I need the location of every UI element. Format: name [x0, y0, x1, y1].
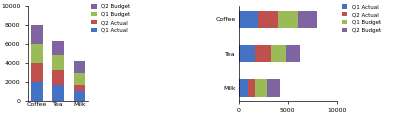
Bar [74, 91, 85, 101]
Bar [298, 11, 317, 28]
Bar [239, 11, 258, 28]
Legend: Q1 Actual, Q2 Actual, Q1 Budget, Q2 Budget: Q1 Actual, Q2 Actual, Q1 Budget, Q2 Budg… [342, 4, 381, 33]
Bar [239, 79, 248, 97]
Bar [74, 61, 85, 73]
Bar [255, 79, 267, 97]
Bar [258, 11, 278, 28]
Bar [31, 82, 43, 101]
Bar [267, 79, 280, 97]
Legend: Q2 Budget, Q1 Budget, Q2 Actual, Q1 Actual: Q2 Budget, Q1 Budget, Q2 Actual, Q1 Actu… [91, 4, 130, 33]
Bar [239, 45, 255, 62]
Bar [52, 85, 64, 101]
Bar [52, 70, 64, 85]
Bar [248, 79, 255, 97]
Bar [271, 45, 286, 62]
Bar [31, 44, 43, 63]
Bar [255, 45, 271, 62]
Bar [74, 85, 85, 91]
Bar [52, 55, 64, 70]
Bar [278, 11, 298, 28]
Bar [74, 73, 85, 85]
Bar [31, 63, 43, 82]
Bar [52, 41, 64, 55]
Bar [31, 25, 43, 44]
Bar [286, 45, 300, 62]
